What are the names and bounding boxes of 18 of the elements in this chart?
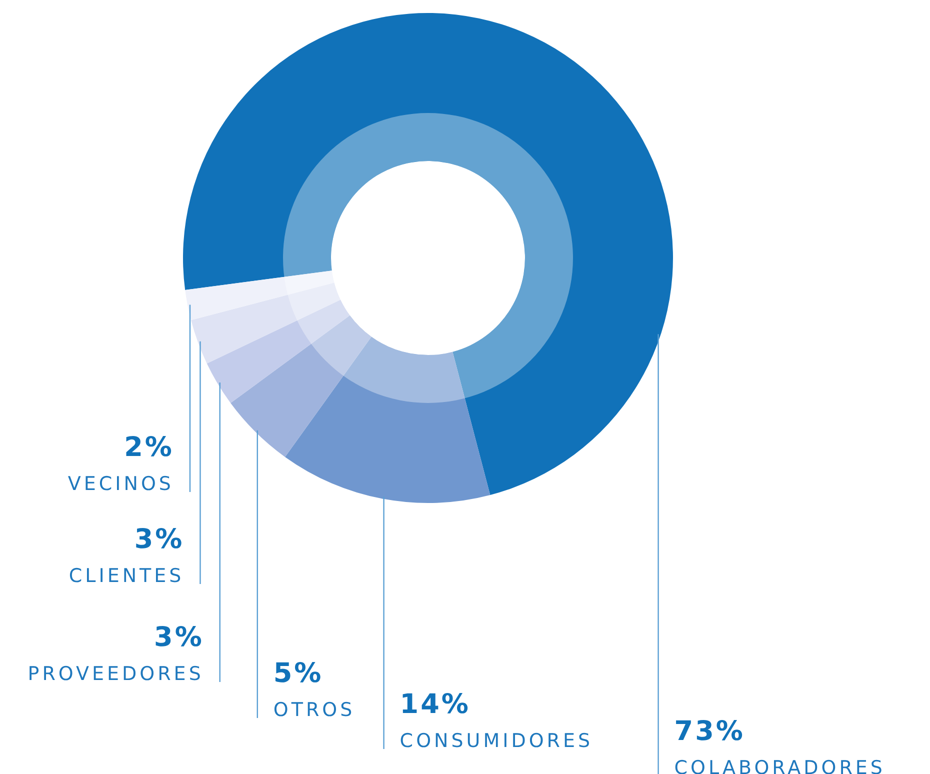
data-label: 3% <box>154 622 204 653</box>
donut-slice <box>230 315 372 457</box>
donut-slice <box>183 13 673 495</box>
data-label: 2% <box>124 432 174 463</box>
data-label: 3% <box>134 524 184 555</box>
data-label: 14% <box>400 689 470 720</box>
slice-label: CONSUMIDORES <box>400 730 594 752</box>
slice-label: COLABORADORES <box>674 757 886 774</box>
donut-slice <box>185 270 334 320</box>
slice-label: PROVEEDORES <box>28 663 204 685</box>
donut-slice <box>206 300 350 404</box>
slice-label: OTROS <box>273 699 356 721</box>
donut-slice <box>285 336 490 503</box>
data-label: 5% <box>273 658 324 689</box>
slice-label: CLIENTES <box>68 565 184 587</box>
slice-label: VECINOS <box>68 473 174 495</box>
donut-slice <box>191 282 340 364</box>
data-label: 73% <box>674 716 745 747</box>
